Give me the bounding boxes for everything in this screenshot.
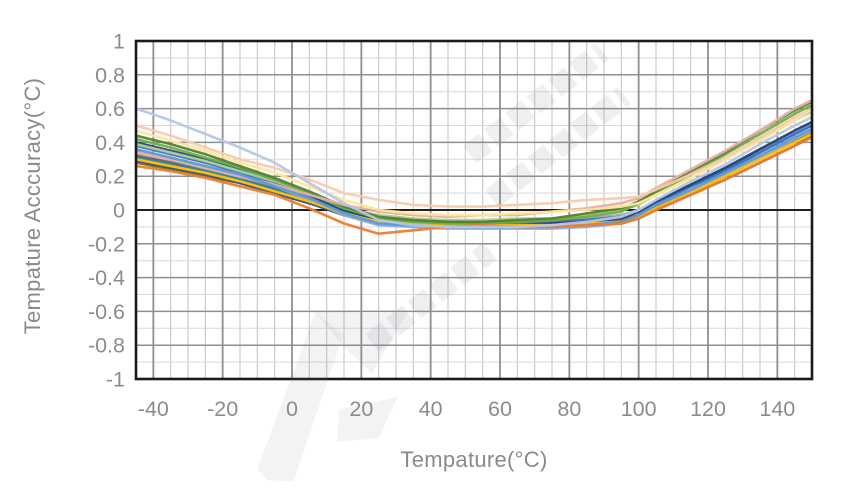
y-tick-label: -0.2: [88, 232, 125, 256]
x-tick-label: -40: [138, 397, 169, 421]
y-tick-label: -0.8: [88, 334, 125, 358]
data-line-series-17: [136, 107, 812, 208]
y-tick-label: 1: [113, 30, 125, 54]
x-tick-label: 0: [286, 397, 298, 421]
x-tick-label: 20: [349, 397, 373, 421]
x-tick-label: 120: [690, 397, 726, 421]
x-tick-label: 40: [419, 397, 443, 421]
plot-border: [134, 39, 814, 381]
series-group: [136, 98, 812, 235]
y-tick-label: 0: [113, 199, 125, 223]
data-line-series-11: [136, 103, 812, 225]
watermark-logo: [257, 312, 408, 482]
x-tick-label: -20: [207, 397, 238, 421]
y-tick-label: 0.6: [95, 97, 125, 121]
y-tick-label: -0.6: [88, 300, 125, 324]
x-tick-label: 80: [557, 397, 581, 421]
x-axis-title: Tempature(°C): [400, 447, 548, 472]
data-line-series-18: [136, 107, 812, 229]
y-tick-label: -0.4: [88, 266, 125, 290]
y-tick-label: 0.4: [95, 131, 125, 155]
y-tick-label: 0.2: [95, 165, 125, 189]
x-tick-label: 100: [621, 397, 657, 421]
y-axis-title: Tempature Acccuracy(°C): [20, 77, 45, 335]
data-line-series-12: [136, 100, 812, 224]
y-tick-label: 0.8: [95, 63, 125, 87]
x-tick-label: 60: [488, 397, 512, 421]
data-line-series-14: [136, 112, 812, 217]
y-tick-label: -1: [106, 368, 125, 392]
x-tick-label: 140: [759, 397, 795, 421]
